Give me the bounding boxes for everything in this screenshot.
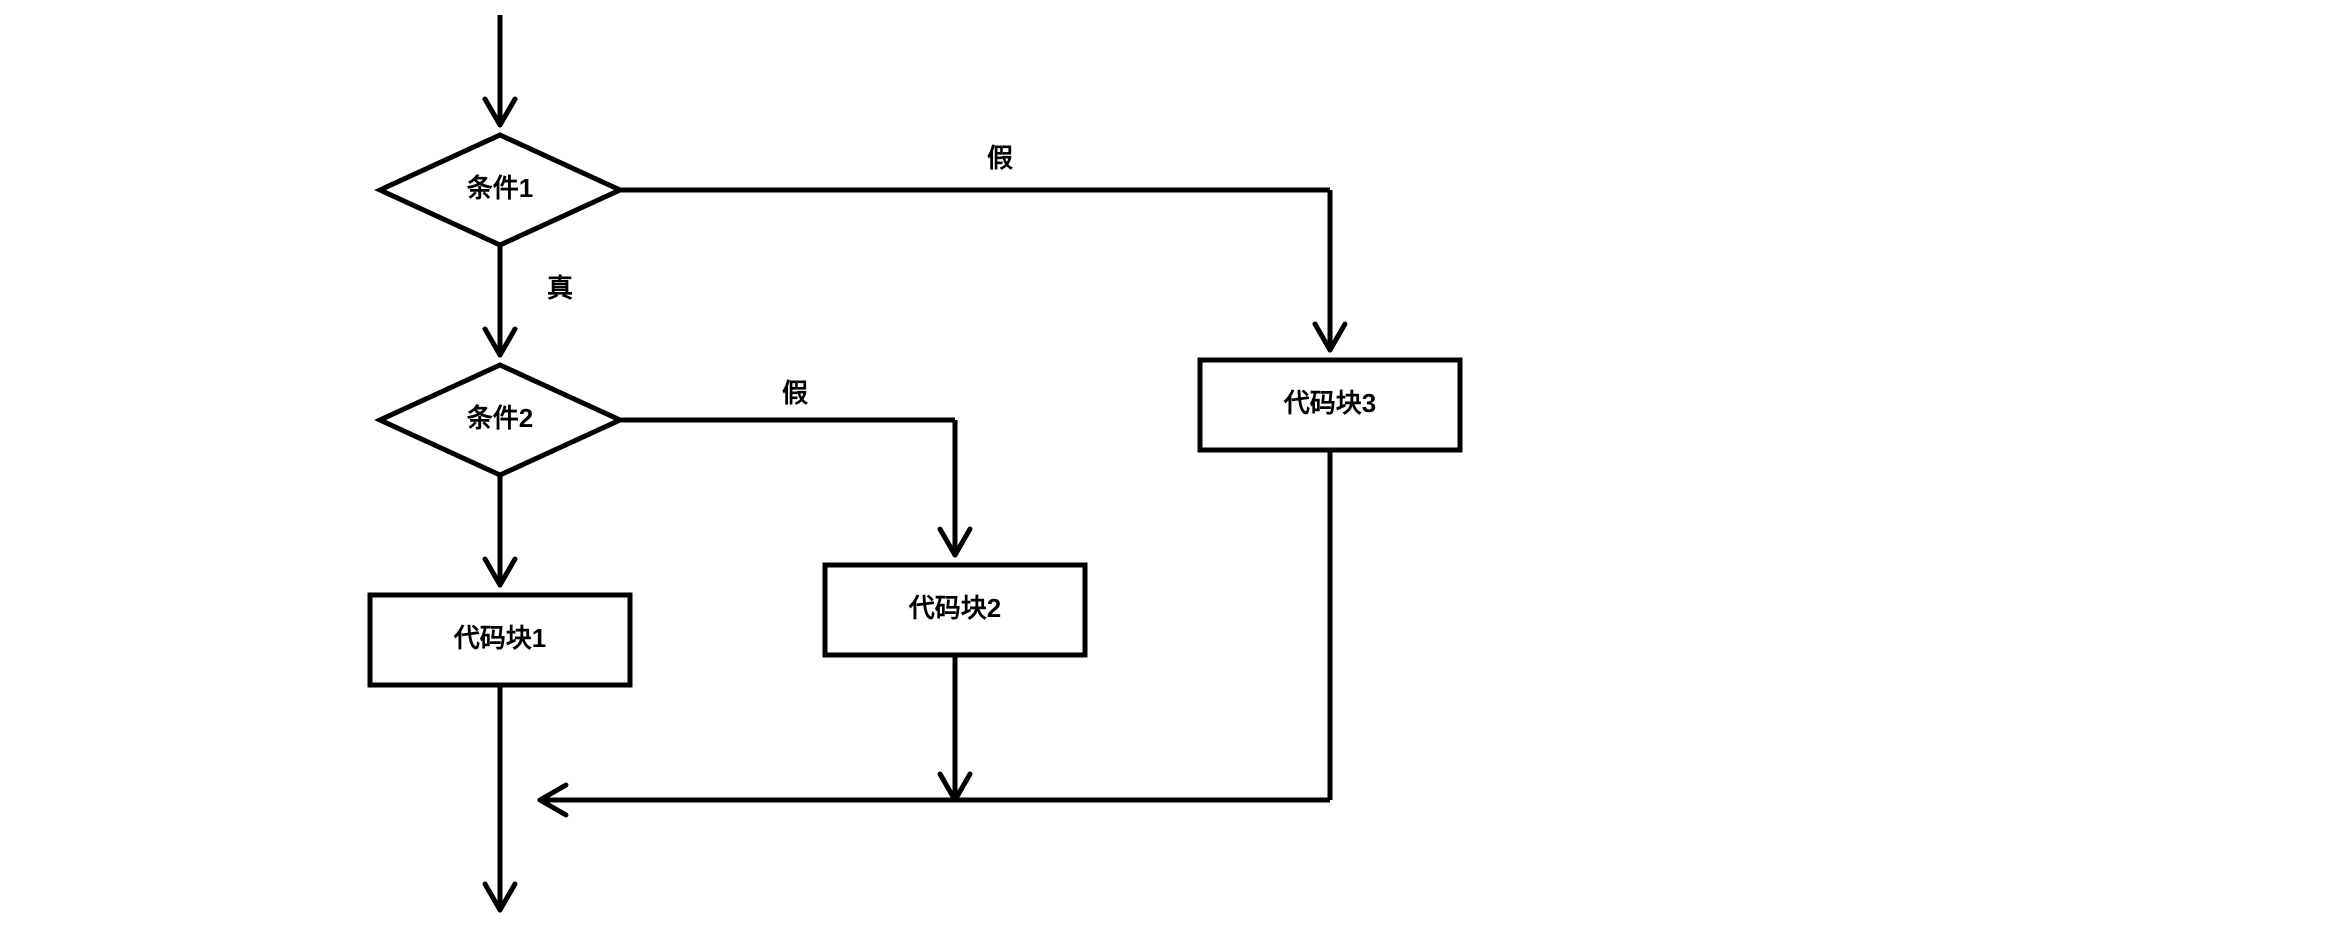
node-cond1: 条件1 [380, 135, 620, 245]
edge-e_c2_false: 假 [620, 378, 970, 555]
node-block2: 代码块2 [825, 565, 1085, 655]
edge-label-e_c2_false: 假 [782, 378, 808, 408]
node-label-cond2: 条件2 [467, 403, 533, 433]
edge-e_merge [540, 785, 1330, 815]
node-cond2: 条件2 [380, 365, 620, 475]
node-label-block1: 代码块1 [453, 623, 546, 653]
edge-e_b1_down [485, 685, 515, 910]
flowchart-svg: 真假假条件1条件2代码块1代码块2代码块3 [0, 0, 2340, 938]
node-label-block3: 代码块3 [1283, 388, 1376, 418]
edge-e_in [485, 15, 515, 125]
edge-e_c2_true [485, 475, 515, 585]
node-label-block2: 代码块2 [908, 593, 1001, 623]
node-block3: 代码块3 [1200, 360, 1460, 450]
edge-label-e_c1_true: 真 [547, 273, 573, 303]
edge-e_c1_true: 真 [485, 245, 573, 355]
edge-e_b2_merge [940, 655, 970, 800]
edge-e_c1_false: 假 [620, 143, 1345, 350]
edge-label-e_c1_false: 假 [987, 143, 1013, 173]
node-block1: 代码块1 [370, 595, 630, 685]
node-label-cond1: 条件1 [467, 173, 533, 203]
